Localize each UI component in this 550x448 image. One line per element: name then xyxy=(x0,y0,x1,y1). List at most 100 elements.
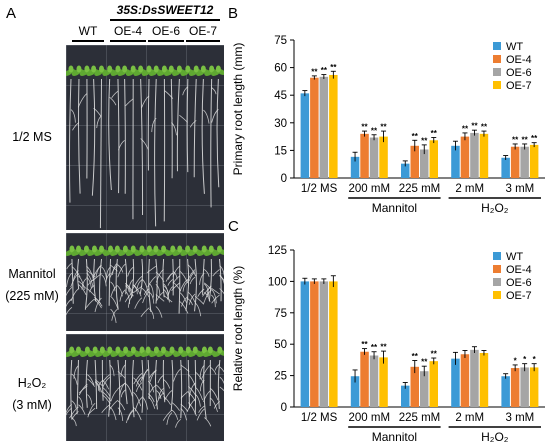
lateral-root xyxy=(171,282,180,291)
primary-root xyxy=(130,258,135,299)
bar xyxy=(360,133,369,178)
seedling xyxy=(162,346,180,425)
lateral-root xyxy=(87,394,93,406)
lateral-root xyxy=(142,368,149,382)
lateral-root xyxy=(86,265,94,279)
seedling xyxy=(201,346,219,412)
bar xyxy=(520,146,529,178)
seedling xyxy=(69,346,86,420)
seedling xyxy=(94,65,109,229)
seedling xyxy=(211,65,224,188)
primary-root xyxy=(219,258,222,302)
bar xyxy=(329,281,338,407)
bar xyxy=(479,133,489,178)
lateral-root xyxy=(210,397,218,412)
primary-root xyxy=(124,78,126,194)
legend-swatch xyxy=(493,252,501,260)
y-axis-label: Primary root length (mm) xyxy=(231,43,245,176)
lateral-root xyxy=(132,275,143,289)
group-label: H₂O₂ xyxy=(481,430,509,444)
lateral-root xyxy=(78,396,84,409)
lateral-root xyxy=(71,373,78,385)
lateral-root xyxy=(219,274,224,285)
lateral-root xyxy=(202,286,212,297)
y-axis-label: Relative root length (%) xyxy=(231,266,245,391)
leaf xyxy=(207,346,213,354)
x-tick-label: 2 mM xyxy=(455,183,484,195)
leaf xyxy=(122,65,128,73)
lateral-root xyxy=(181,296,188,307)
leaf xyxy=(68,65,74,73)
lateral-root xyxy=(210,366,217,375)
bar xyxy=(420,371,429,407)
bar xyxy=(501,157,510,178)
leaf xyxy=(139,346,145,354)
lateral-root xyxy=(143,288,150,296)
lateral-root xyxy=(141,396,148,410)
seedling xyxy=(133,65,149,216)
leaf xyxy=(160,346,166,354)
row-label-mannitol-line1: Mannitol xyxy=(8,267,56,281)
lateral-root xyxy=(162,409,173,421)
genotype-underline-oe6 xyxy=(148,40,184,42)
lateral-root xyxy=(147,276,157,288)
bar xyxy=(460,354,470,407)
seedling-photo-half-ms xyxy=(66,45,224,230)
seedling xyxy=(186,346,204,414)
lateral-root xyxy=(136,279,143,289)
lateral-root xyxy=(109,96,117,106)
y-tick-label: 75 xyxy=(274,308,287,320)
legend-swatch xyxy=(493,291,501,299)
legend-label: WT xyxy=(506,41,523,53)
genotype-label-oe7: OE-7 xyxy=(188,24,217,38)
lateral-root xyxy=(87,378,96,387)
primary-root xyxy=(155,359,158,410)
lateral-root xyxy=(147,396,156,409)
lateral-root xyxy=(110,388,119,402)
leaf xyxy=(115,65,121,73)
primary-root xyxy=(91,78,96,196)
significance-mark: ** xyxy=(522,135,529,144)
primary-root xyxy=(194,258,197,312)
lateral-root xyxy=(70,288,79,302)
y-tick-label: 50 xyxy=(274,339,287,351)
lateral-root xyxy=(72,122,80,131)
lateral-root xyxy=(155,284,161,296)
primary-root xyxy=(108,258,112,306)
bar xyxy=(501,376,510,407)
lateral-root xyxy=(188,391,196,402)
seedling xyxy=(78,346,96,408)
seedling xyxy=(70,245,87,302)
seedling xyxy=(66,65,79,203)
lateral-root xyxy=(203,390,211,402)
lateral-root xyxy=(171,122,177,136)
leaf xyxy=(215,65,221,73)
bar xyxy=(401,163,410,178)
lateral-root xyxy=(66,407,72,416)
leaf xyxy=(91,65,97,73)
lateral-root xyxy=(187,291,196,303)
bar xyxy=(420,149,429,178)
lateral-root xyxy=(93,107,102,117)
bar xyxy=(369,355,379,407)
bar xyxy=(300,93,310,178)
lateral-root xyxy=(117,400,126,411)
lateral-root xyxy=(203,109,210,124)
lateral-root xyxy=(87,402,96,418)
significance-mark: ** xyxy=(531,134,538,143)
lateral-root xyxy=(171,402,180,411)
row-label-mannitol: Mannitol (225 mM) xyxy=(0,266,64,304)
lateral-root xyxy=(87,278,95,286)
lateral-root xyxy=(171,409,179,420)
lateral-root xyxy=(203,282,211,290)
seedling xyxy=(124,245,142,308)
primary-root xyxy=(208,258,212,301)
lateral-root xyxy=(101,274,107,287)
lateral-root xyxy=(125,383,133,397)
construct-underline xyxy=(110,19,220,21)
lateral-root xyxy=(71,400,77,409)
lateral-root xyxy=(167,279,174,286)
bar xyxy=(310,77,319,178)
lateral-root xyxy=(186,269,196,283)
